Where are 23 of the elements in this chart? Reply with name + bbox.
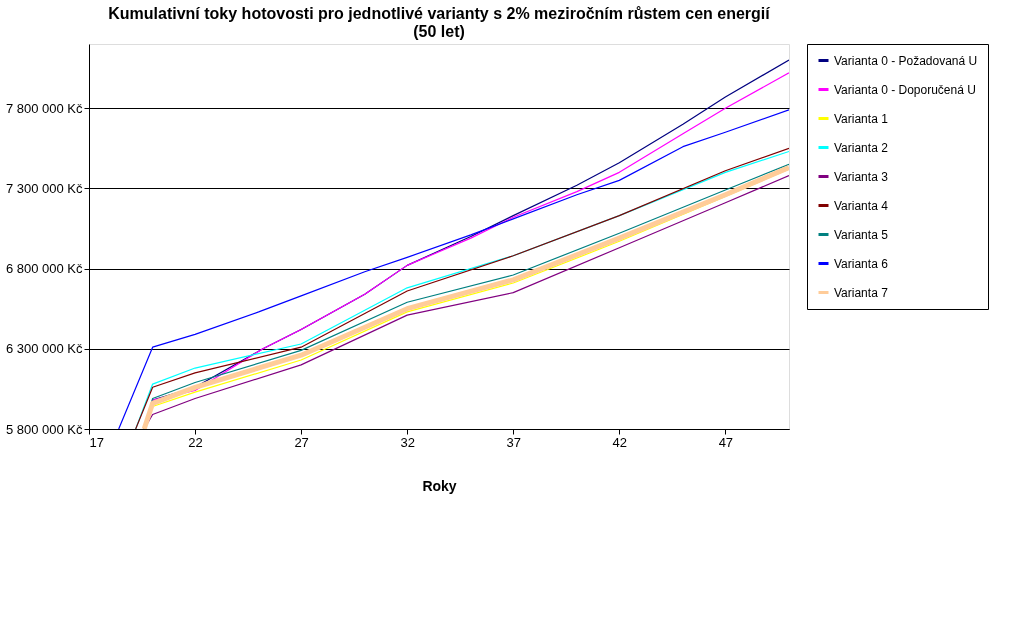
legend-label: Varianta 4 xyxy=(834,198,889,213)
y-tick-label: 6 300 000 Kč xyxy=(5,341,83,357)
x-tick-label: 37 xyxy=(506,434,521,450)
x-axis-title: Roky xyxy=(422,477,457,494)
legend-label: Varianta 6 xyxy=(834,256,889,271)
x-tick-label: 17 xyxy=(89,434,104,450)
y-tick-label: 7 300 000 Kč xyxy=(5,180,83,196)
y-tick-label: 7 800 000 Kč xyxy=(5,100,83,116)
chart-title: Kumulativní toky hotovosti pro jednotlivé varianty s 2% meziročním růstem cen energií (50 let) xyxy=(108,4,771,40)
x-tick-label: 32 xyxy=(400,434,415,450)
x-tick-label: 47 xyxy=(718,434,734,450)
x-tick-label: 27 xyxy=(294,434,309,450)
y-tick-label: 5 800 000 Kč xyxy=(5,421,83,437)
legend-label: Varianta 1 xyxy=(834,111,889,126)
legend-label: Varianta 5 xyxy=(834,227,889,242)
y-tick-label: 6 800 000 Kč xyxy=(5,261,83,277)
legend-label: Varianta 3 xyxy=(834,169,889,184)
x-tick-label: 42 xyxy=(612,434,628,450)
legend-label: Varianta 2 xyxy=(834,140,889,155)
x-tick-label: 22 xyxy=(188,434,203,450)
legend-label: Varianta 0 - Požadovaná U xyxy=(834,53,978,68)
legend-label: Varianta 7 xyxy=(834,285,889,300)
legend-label: Varianta 0 - Doporučená U xyxy=(834,82,976,97)
